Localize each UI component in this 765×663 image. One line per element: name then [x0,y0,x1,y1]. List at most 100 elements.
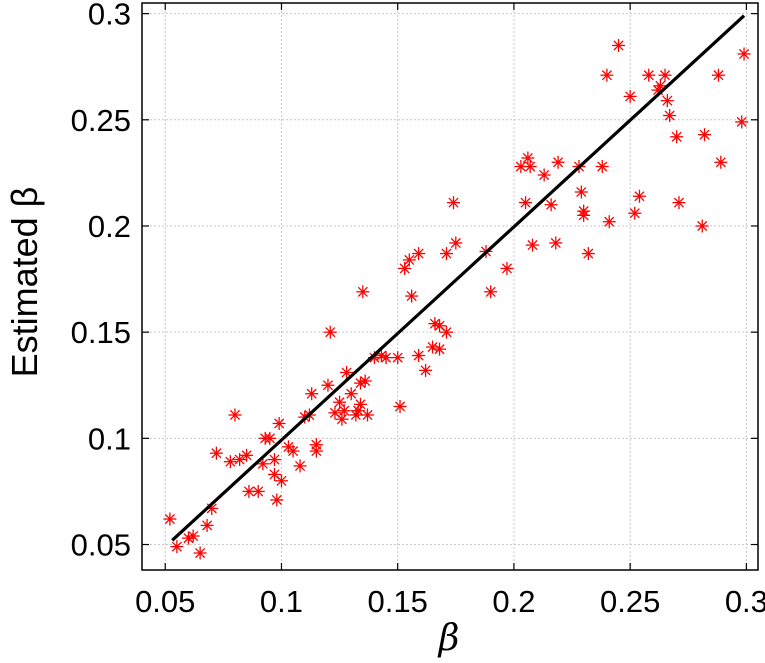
data-point [393,399,407,413]
data-point [551,155,565,169]
plot-frame [141,2,759,571]
data-point [267,453,281,467]
data-point [233,453,247,467]
data-point [433,342,447,356]
data-point [523,160,537,174]
data-point [321,378,335,392]
data-point [351,404,365,418]
data-point [223,455,237,469]
x-axis-label: β [437,618,460,659]
data-point [595,160,609,174]
data-point [228,408,242,422]
data-point [711,68,725,82]
data-point [263,431,277,445]
data-point [446,196,460,210]
data-point [323,325,337,339]
data-point [519,196,533,210]
data-point [305,387,319,401]
data-point [642,68,656,82]
data-point [170,540,184,554]
data-point [537,168,551,182]
data-point [356,285,370,299]
data-point [358,374,372,388]
data-point [628,206,642,220]
data-point [360,408,374,422]
fit-line [171,14,746,542]
data-point [186,529,200,543]
data-point [270,493,284,507]
data-point [440,247,454,261]
data-point [402,253,416,267]
data-point [200,518,214,532]
data-point [251,484,265,498]
y-tick-label: 0.25 [71,103,131,138]
data-point [379,351,393,365]
data-point [574,185,588,199]
data-point [426,340,440,354]
fit-line-group [171,14,746,542]
x-tick-label: 0.05 [135,584,195,619]
data-point [577,204,591,218]
data-point [412,349,426,363]
data-point [440,325,454,339]
y-tick-label: 0.3 [88,0,131,32]
data-point [544,198,558,212]
data-point [602,215,616,229]
y-tick-labels: 0.05 0.1 0.15 0.2 0.25 0.3 [71,0,131,563]
data-point [240,448,254,462]
x-tick-label: 0.25 [600,584,660,619]
data-point [193,546,207,560]
data-point [405,289,419,303]
data-point [549,236,563,250]
data-point [272,416,286,430]
data-point [672,196,686,210]
data-point [658,68,672,82]
data-point [632,189,646,203]
data-point [344,387,358,401]
x-tick-label: 0.15 [368,584,428,619]
data-point [600,68,614,82]
y-axis-label: Estimated β [4,187,45,378]
data-point [514,160,528,174]
data-point [581,247,595,261]
data-point [163,512,177,526]
y-tick-label: 0.05 [71,528,131,563]
y-tick-label: 0.2 [88,209,131,244]
y-tick-label: 0.15 [71,315,131,350]
data-point [484,285,498,299]
data-point [335,412,349,426]
data-point [340,366,354,380]
data-point [714,155,728,169]
data-point [735,115,749,129]
data-points [163,38,751,560]
data-point [526,238,540,252]
data-point [286,444,300,458]
x-tick-label: 0.3 [725,584,765,619]
data-point [660,94,674,108]
data-point [500,261,514,275]
x-tick-label: 0.2 [492,584,535,619]
data-point [612,38,626,52]
data-point [698,128,712,142]
data-point [737,47,751,61]
x-tick-labels: 0.05 0.1 0.15 0.2 0.25 0.3 [135,584,765,619]
data-point [309,438,323,452]
data-point [663,109,677,123]
data-point [412,247,426,261]
data-point [695,219,709,233]
data-point [354,397,368,411]
data-point [242,484,256,498]
data-point [209,446,223,460]
data-point [449,236,463,250]
data-point [670,130,684,144]
data-point [419,363,433,377]
y-tick-label: 0.1 [88,421,131,456]
x-tick-label: 0.1 [260,584,303,619]
data-point [274,474,288,488]
data-point [623,89,637,103]
data-point [337,404,351,418]
data-point [293,459,307,473]
data-point [521,151,535,165]
data-point [391,351,405,365]
